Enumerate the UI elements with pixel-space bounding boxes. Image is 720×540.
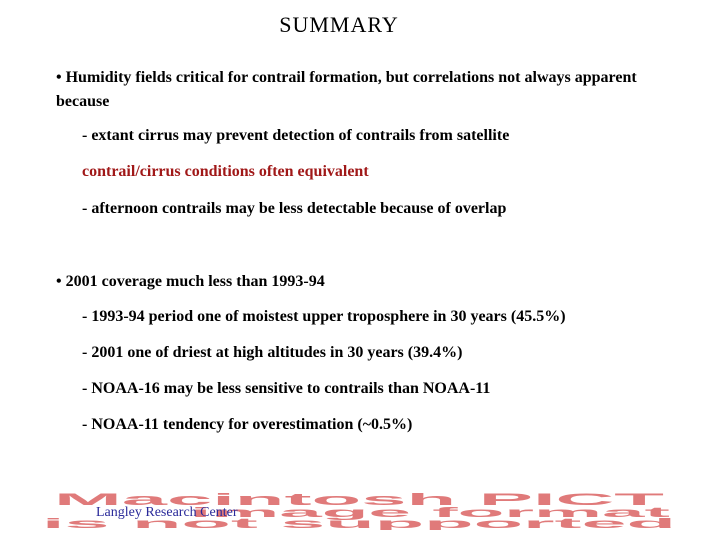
pict-line-3: is not supported [42,515,676,530]
sub-noaa-11: - NOAA-11 tendency for overestimation (~… [82,416,413,433]
pict-placeholder-image: Macintosh PICT image format is not suppo… [42,490,676,530]
bullet-humidity: • Humidity fields critical for contrail … [56,69,637,110]
pict-line-2: image format [190,504,672,520]
slide-title: SUMMARY [279,12,399,37]
sub-afternoon-contrails: - afternoon contrails may be less detect… [82,200,507,217]
sub-2001-driest: - 2001 one of driest at high altitudes i… [82,344,463,361]
pict-line-1: Macintosh PICT [54,490,667,509]
sub-1993-94-period: - 1993-94 period one of moistest upper t… [82,308,566,325]
footer-langley: Langley Research Center [96,505,238,520]
sub-extant-cirrus: - extant cirrus may prevent detection of… [82,127,510,144]
sub-contrail-cirrus: contrail/cirrus conditions often equival… [82,163,369,180]
sub-noaa-16: - NOAA-16 may be less sensitive to contr… [82,380,491,397]
bullet-2001-coverage: • 2001 coverage much less than 1993-94 [56,273,325,290]
